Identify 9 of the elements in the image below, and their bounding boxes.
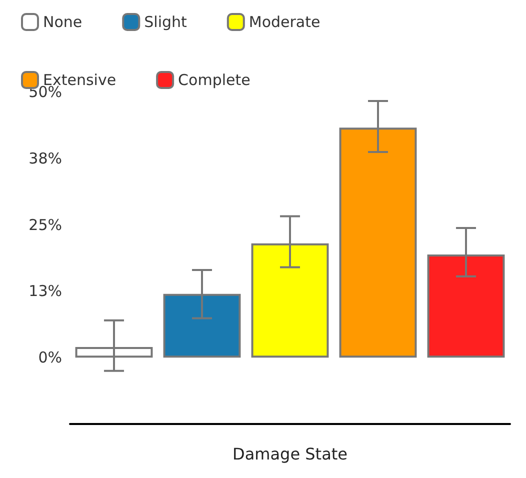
y-tick-label: 38%	[28, 149, 62, 168]
y-tick-label: 13%	[28, 282, 62, 300]
legend-label: None	[43, 13, 82, 31]
y-tick-label: 0%	[38, 348, 62, 367]
legend-label: Moderate	[248, 13, 320, 31]
x-axis-title: Damage State	[232, 444, 348, 464]
legend-label: Complete	[178, 71, 250, 89]
y-tick-label: 25%	[28, 216, 62, 234]
legend-label: Slight	[144, 13, 188, 31]
